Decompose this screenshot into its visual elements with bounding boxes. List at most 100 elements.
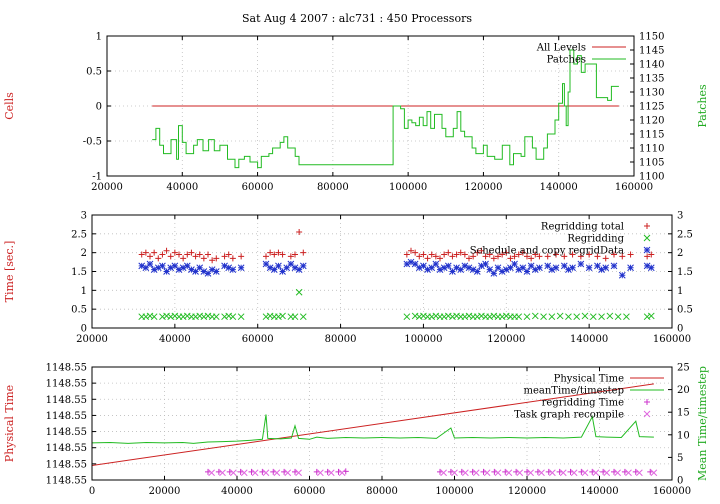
legend-key [644, 399, 650, 405]
legend-label: Physical Time [554, 374, 624, 385]
y-tick-label: 1 [96, 32, 102, 43]
y2-tick-label: 2 [677, 248, 683, 259]
data-point [561, 253, 568, 260]
data-point [499, 251, 506, 258]
data-point [291, 313, 299, 321]
data-point [556, 468, 563, 475]
data-point [528, 255, 535, 262]
data-point [271, 251, 278, 258]
y2-tick-label: 1 [677, 286, 683, 297]
data-point [569, 264, 576, 272]
y-axis-label: Time [sec.] [3, 241, 16, 303]
y2-tick-label: 1.5 [677, 267, 693, 278]
data-point [221, 253, 228, 260]
series-3 [205, 468, 654, 475]
data-point [461, 262, 469, 270]
data-point [451, 469, 458, 477]
y2-tick-label: 1120 [639, 116, 664, 127]
data-point [237, 264, 245, 272]
legend-label: Regridding [567, 234, 624, 245]
x-tick-label: 160000 [615, 182, 653, 193]
legend-key [643, 234, 651, 242]
y-tick-label: 1148.55 [46, 363, 87, 374]
series-3 [138, 258, 655, 279]
data-point [205, 251, 211, 258]
data-point [614, 313, 622, 321]
data-point [440, 469, 447, 477]
y2-tick-label: 20 [677, 385, 690, 396]
data-point [196, 264, 204, 272]
figure-title: Sat Aug 4 2007 : alc731 : 450 Processors [242, 12, 472, 25]
chart-panel-2: 20000 40000 60000 80000 100000 120000 140000 16… [3, 211, 693, 346]
data-point [570, 469, 578, 477]
data-point [523, 268, 531, 275]
data-point [183, 262, 191, 270]
data-point [532, 251, 539, 258]
data-point [154, 264, 162, 272]
data-point [338, 469, 346, 477]
x-tick-label: 60000 [294, 486, 326, 497]
data-point [299, 313, 307, 321]
data-point [636, 469, 643, 477]
series-2 [152, 49, 619, 169]
y2-tick-label: 0 [677, 476, 683, 487]
data-point [511, 260, 518, 268]
data-point [482, 253, 489, 260]
series-line [91, 414, 654, 444]
data-point [324, 468, 331, 475]
data-point [598, 266, 605, 273]
data-point [215, 468, 222, 475]
data-point [461, 251, 468, 258]
data-point [585, 264, 593, 272]
data-point [212, 313, 220, 321]
data-point [212, 268, 220, 275]
y2-tick-label: 2.5 [677, 229, 693, 240]
y-tick-label: 0 [96, 102, 102, 113]
data-point [619, 253, 626, 260]
x-tick-label: 140000 [580, 486, 618, 497]
data-point [208, 266, 216, 273]
series-1 [138, 228, 655, 264]
data-point [287, 253, 294, 260]
x-tick-label: 120000 [508, 486, 546, 497]
data-point [545, 468, 552, 475]
data-point [552, 264, 560, 272]
data-point [538, 469, 545, 477]
data-point [524, 468, 530, 475]
y-tick-label: 1148.55 [46, 443, 87, 454]
data-point [495, 253, 501, 260]
data-point [592, 469, 600, 477]
data-point [515, 313, 523, 321]
data-point [567, 468, 574, 475]
y-tick-label: 1148.55 [46, 411, 87, 422]
data-point [573, 313, 581, 321]
y-tick-label: 1 [81, 286, 87, 297]
y-tick-label: 3 [81, 211, 87, 222]
data-point [415, 264, 423, 272]
y-tick-label: 1.5 [71, 267, 87, 278]
data-point [412, 249, 419, 256]
x-tick-label: 80000 [325, 334, 357, 345]
data-point [548, 313, 556, 321]
data-point [536, 253, 543, 260]
data-point [226, 468, 233, 475]
data-point [516, 469, 524, 477]
data-point [648, 251, 655, 258]
data-point [494, 264, 502, 272]
data-point [598, 313, 605, 321]
data-point [292, 251, 298, 258]
legend-label: Task graph recompile [514, 410, 624, 421]
data-point [138, 262, 146, 270]
data-point [472, 469, 480, 477]
y2-tick-label: 15 [677, 408, 690, 419]
data-point [403, 313, 411, 321]
legend-key [644, 223, 650, 229]
data-point [295, 288, 303, 296]
data-point [440, 264, 448, 272]
data-point [457, 249, 464, 256]
data-point [295, 469, 302, 477]
data-point [627, 251, 634, 258]
data-point [437, 468, 443, 475]
data-point [519, 264, 527, 272]
